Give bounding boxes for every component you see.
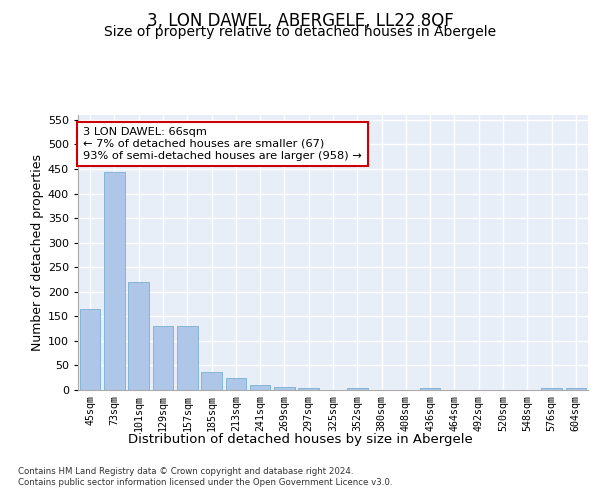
Bar bbox=[347, 388, 368, 390]
Bar bbox=[298, 388, 319, 390]
Text: Contains HM Land Registry data © Crown copyright and database right 2024.
Contai: Contains HM Land Registry data © Crown c… bbox=[18, 468, 392, 487]
Bar bbox=[250, 385, 271, 390]
Bar bbox=[566, 388, 586, 390]
Bar bbox=[541, 388, 562, 390]
Bar bbox=[201, 372, 222, 390]
Text: Size of property relative to detached houses in Abergele: Size of property relative to detached ho… bbox=[104, 25, 496, 39]
Bar bbox=[152, 326, 173, 390]
Bar bbox=[177, 326, 197, 390]
Text: Distribution of detached houses by size in Abergele: Distribution of detached houses by size … bbox=[128, 432, 472, 446]
Bar bbox=[128, 282, 149, 390]
Bar bbox=[274, 387, 295, 390]
Bar bbox=[104, 172, 125, 390]
Y-axis label: Number of detached properties: Number of detached properties bbox=[31, 154, 44, 351]
Bar bbox=[226, 378, 246, 390]
Text: 3, LON DAWEL, ABERGELE, LL22 8QF: 3, LON DAWEL, ABERGELE, LL22 8QF bbox=[146, 12, 454, 30]
Text: 3 LON DAWEL: 66sqm
← 7% of detached houses are smaller (67)
93% of semi-detached: 3 LON DAWEL: 66sqm ← 7% of detached hous… bbox=[83, 128, 362, 160]
Bar bbox=[420, 388, 440, 390]
Bar bbox=[80, 309, 100, 390]
